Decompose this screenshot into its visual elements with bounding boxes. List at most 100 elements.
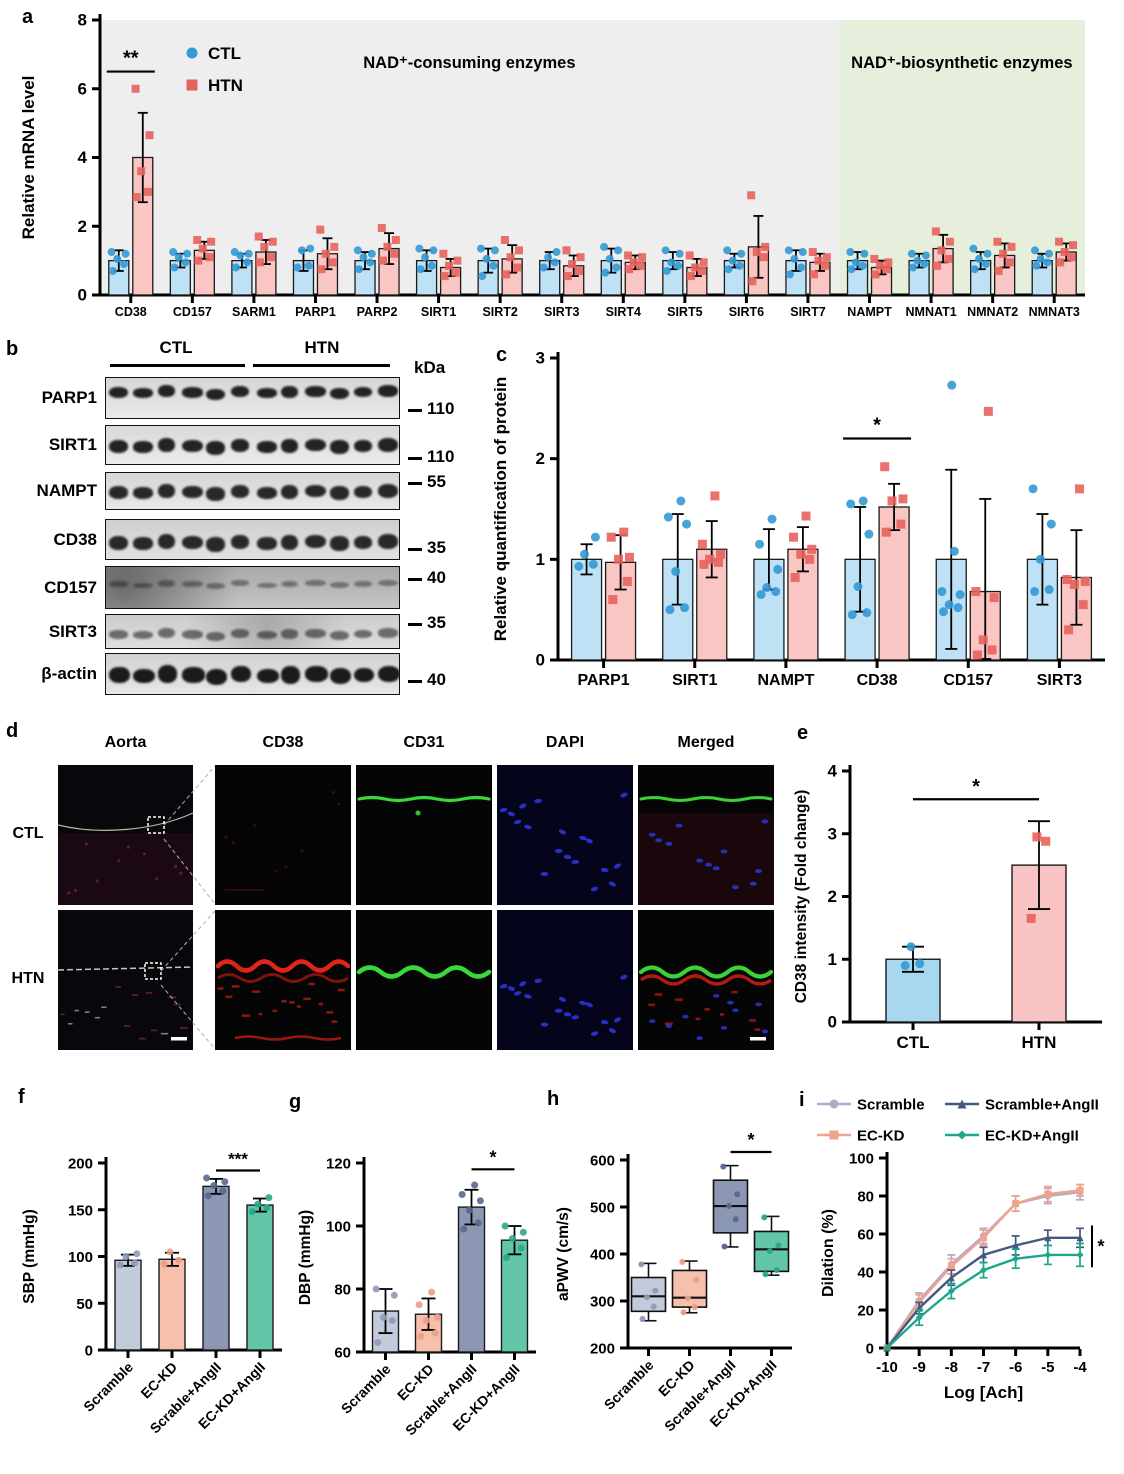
kda-marker-value: 35 xyxy=(427,538,446,557)
x-tick-label: -8 xyxy=(945,1359,958,1376)
svg-text:0: 0 xyxy=(828,1013,837,1032)
svg-text:4: 4 xyxy=(828,762,838,781)
protein-band xyxy=(230,580,249,587)
x-category-label: SIRT7 xyxy=(790,305,825,319)
svg-text:4: 4 xyxy=(78,148,88,167)
y-axis-label: SBP (mmHg) xyxy=(21,1209,38,1303)
micrograph-htn-aorta xyxy=(58,910,193,1050)
bar xyxy=(500,1239,529,1353)
x-category-label: SIRT1 xyxy=(672,672,717,689)
x-category-label: NAMPT xyxy=(847,305,892,319)
y-axis-label: DBP (mmHg) xyxy=(297,1210,314,1305)
panel-g-label: g xyxy=(289,1091,302,1113)
protein-band xyxy=(329,536,349,551)
micrograph-htn-dapi xyxy=(497,910,633,1050)
legend-label: CTL xyxy=(208,44,241,63)
x-category-label: CD38 xyxy=(857,672,898,689)
x-tick-label: -6 xyxy=(1009,1359,1022,1376)
panel-g: 60 80 100 120 DBP (mmHg) Scramble EC-KD Scrable… xyxy=(286,1080,540,1474)
protein-band xyxy=(230,534,249,549)
region-label: NAD⁺-biosynthetic enzymes xyxy=(851,54,1072,72)
protein-band xyxy=(305,628,327,638)
protein-band xyxy=(281,629,299,640)
svg-text:8: 8 xyxy=(78,11,87,30)
protein-band xyxy=(206,631,226,641)
kda-marker-value: 55 xyxy=(427,472,446,491)
svg-text:80: 80 xyxy=(857,1189,874,1206)
blot-protein-label: SIRT3 xyxy=(48,622,97,641)
protein-band xyxy=(133,388,154,399)
box xyxy=(671,1269,708,1308)
inset-box xyxy=(144,962,162,980)
kda-marker-dash xyxy=(408,408,422,412)
y-axis-label: Relative quantification of protein xyxy=(491,377,510,641)
svg-text:100: 100 xyxy=(326,1219,351,1236)
svg-text:20: 20 xyxy=(857,1303,874,1320)
svg-text:200: 200 xyxy=(590,1341,615,1358)
protein-band xyxy=(281,580,299,588)
svg-text:600: 600 xyxy=(590,1153,615,1170)
protein-band xyxy=(305,580,327,587)
x-tick-label: -5 xyxy=(1041,1359,1054,1376)
protein-band xyxy=(133,487,154,499)
svg-text:0: 0 xyxy=(536,651,545,670)
protein-band xyxy=(133,631,154,640)
protein-band xyxy=(329,630,349,640)
svg-text:120: 120 xyxy=(326,1156,351,1173)
protein-band xyxy=(230,484,249,498)
column-header-aorta: Aorta xyxy=(104,734,147,751)
kda-marker-dash xyxy=(408,622,422,626)
protein-band xyxy=(230,628,249,638)
protein-band xyxy=(157,628,175,639)
protein-band xyxy=(230,666,251,682)
protein-band xyxy=(329,667,351,685)
significance-label: *** xyxy=(228,1149,248,1168)
protein-band xyxy=(206,668,228,686)
blot-image-SIRT1 xyxy=(105,425,400,465)
svg-text:2: 2 xyxy=(828,887,837,906)
column-header-cd38: CD38 xyxy=(262,734,304,751)
protein-band xyxy=(354,581,372,587)
protein-band xyxy=(256,388,277,399)
micrograph-htn-merged xyxy=(638,910,774,1050)
svg-text:100: 100 xyxy=(849,1151,874,1168)
significance-label: * xyxy=(747,1130,754,1150)
protein-band xyxy=(305,484,327,498)
panel-d-label: d xyxy=(6,720,19,742)
dilation-line-chart: 0 20 40 60 80 100 Dilation (%) -10 -9 -8 -7 -6 -5 -4 L… xyxy=(817,1097,1105,1402)
protein-band xyxy=(109,386,128,398)
box xyxy=(630,1276,667,1313)
protein-band xyxy=(354,536,372,549)
protein-band xyxy=(378,534,399,549)
protein-band xyxy=(256,668,279,684)
x-tick-label: -7 xyxy=(977,1359,990,1376)
x-category-label: Scramble xyxy=(80,1359,136,1415)
y-axis-label: CD38 intensity (Fold change) xyxy=(793,790,810,1004)
legend-label: HTN xyxy=(208,76,243,95)
blot-image-CD157 xyxy=(105,566,400,609)
protein-band xyxy=(181,629,203,639)
protein-band xyxy=(305,385,327,397)
svg-text:0: 0 xyxy=(866,1341,874,1358)
protein-band xyxy=(181,387,203,398)
protein-band xyxy=(109,535,128,550)
protein-band xyxy=(329,440,349,454)
x-tick-label: -10 xyxy=(876,1359,898,1376)
svg-text:3: 3 xyxy=(536,349,545,368)
svg-text:150: 150 xyxy=(68,1202,93,1219)
x-category-label: SIRT5 xyxy=(667,305,702,319)
kda-marker-value: 40 xyxy=(427,568,446,587)
column-header-cd31: CD31 xyxy=(403,734,445,751)
protein-band xyxy=(157,483,175,499)
protein-band xyxy=(378,438,399,452)
blot-group-header: HTN xyxy=(304,338,340,357)
x-category-label: PARP2 xyxy=(357,305,398,319)
significance-label: ** xyxy=(123,48,139,70)
x-tick-label: -9 xyxy=(912,1359,925,1376)
protein-band xyxy=(354,630,372,639)
svg-text:200: 200 xyxy=(68,1156,93,1173)
column-header-merged: Merged xyxy=(677,734,735,751)
protein-band xyxy=(109,667,130,683)
